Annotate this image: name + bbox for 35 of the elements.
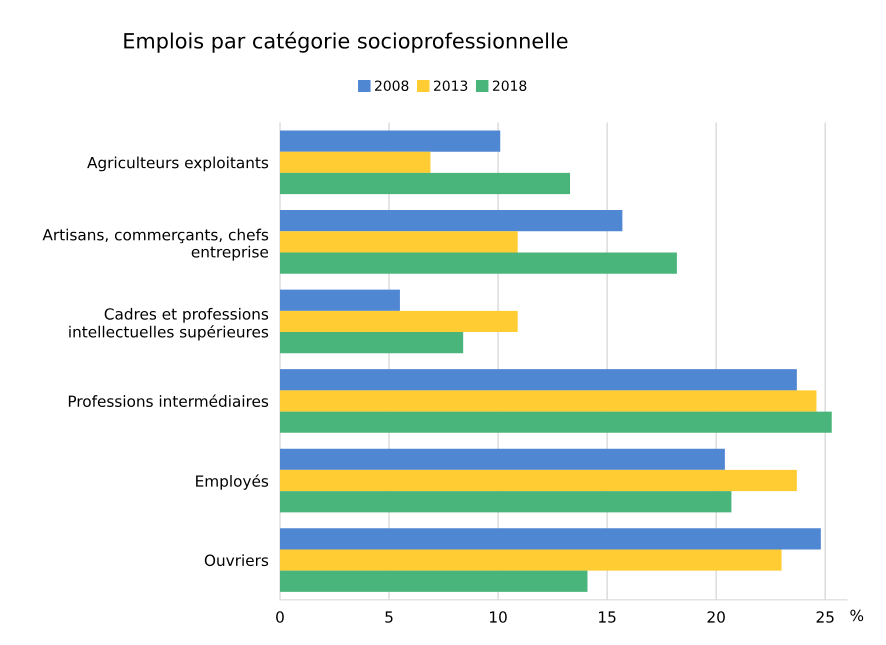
bar: [280, 310, 518, 332]
bar: [280, 290, 400, 311]
bar: [280, 448, 725, 470]
legend-label: 2018: [492, 80, 526, 91]
x-tick-label: 15: [599, 611, 616, 623]
bar: [280, 549, 782, 571]
bar: [280, 570, 588, 592]
bar: [280, 172, 570, 194]
x-tick-label: 20: [708, 611, 725, 623]
bar: [280, 491, 732, 512]
y-tick-label: Artisans, commerçants, chefs entreprise: [42, 228, 268, 261]
legend-label: 2013: [434, 80, 468, 91]
x-tick-label: 10: [490, 611, 507, 623]
chart-title: Emplois par catégorie socioprofessionnelle: [124, 32, 568, 53]
bar: [280, 332, 464, 354]
x-tick-label: 25: [816, 611, 834, 623]
x-tick-label: 0: [276, 611, 284, 623]
bar: [280, 252, 677, 274]
bar: [280, 369, 797, 390]
x-axis-title: %: [850, 610, 864, 622]
y-tick-label: Employés: [196, 474, 268, 490]
y-tick-label: Agriculteurs exploitants: [87, 156, 268, 172]
bar: [280, 412, 832, 433]
bar: [280, 130, 500, 152]
x-tick-label: 5: [385, 611, 393, 623]
bar: [280, 390, 816, 412]
bar: [280, 152, 430, 173]
bar: [280, 528, 821, 550]
legend-label: 2008: [375, 80, 408, 91]
bar: [280, 231, 518, 252]
bar: [280, 210, 622, 232]
y-tick-label: Ouvriers: [204, 554, 268, 566]
y-tick-label: Cadres et professions intellectuelles supérieures: [69, 308, 268, 341]
y-tick-label: Professions intermédiaires: [68, 394, 268, 407]
bar: [280, 470, 797, 492]
